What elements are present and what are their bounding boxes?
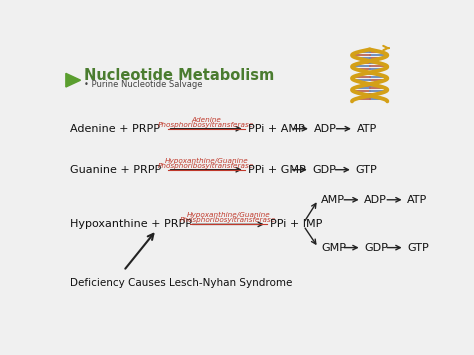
Text: GMP: GMP — [321, 242, 346, 253]
Text: Phosphoribosyltransferase: Phosphoribosyltransferase — [158, 163, 255, 169]
Text: AMP: AMP — [321, 195, 345, 205]
Text: Adenine + PRPP: Adenine + PRPP — [70, 124, 160, 134]
Text: ADP: ADP — [364, 195, 387, 205]
Text: Hypoxanthine/Guanine: Hypoxanthine/Guanine — [164, 158, 248, 164]
Text: Hypoxanthine/Guanine: Hypoxanthine/Guanine — [186, 212, 270, 218]
Polygon shape — [66, 73, 81, 87]
Text: Phosphoribosyltransferase: Phosphoribosyltransferase — [180, 217, 276, 223]
Text: Phosphoribosyltransferase: Phosphoribosyltransferase — [158, 121, 255, 127]
Text: Deficiency Causes Lesch-Nyhan Syndrome: Deficiency Causes Lesch-Nyhan Syndrome — [70, 278, 292, 288]
Text: GTP: GTP — [407, 242, 429, 253]
Text: ADP: ADP — [313, 124, 337, 134]
Text: PPi + IMP: PPi + IMP — [271, 219, 323, 229]
Text: • Purine Nucleotide Salvage: • Purine Nucleotide Salvage — [84, 81, 203, 89]
Text: GDP: GDP — [364, 242, 388, 253]
Text: GDP: GDP — [312, 165, 336, 175]
Text: PPi + AMP: PPi + AMP — [248, 124, 305, 134]
Text: ATP: ATP — [407, 195, 428, 205]
Text: Nucleotide Metabolism: Nucleotide Metabolism — [84, 68, 274, 83]
Text: Hypoxanthine + PRPP: Hypoxanthine + PRPP — [70, 219, 192, 229]
Text: Adenine: Adenine — [191, 117, 221, 123]
Text: PPi + GMP: PPi + GMP — [248, 165, 306, 175]
Text: GTP: GTP — [356, 165, 377, 175]
Text: ATP: ATP — [356, 124, 377, 134]
Text: Guanine + PRPP: Guanine + PRPP — [70, 165, 162, 175]
